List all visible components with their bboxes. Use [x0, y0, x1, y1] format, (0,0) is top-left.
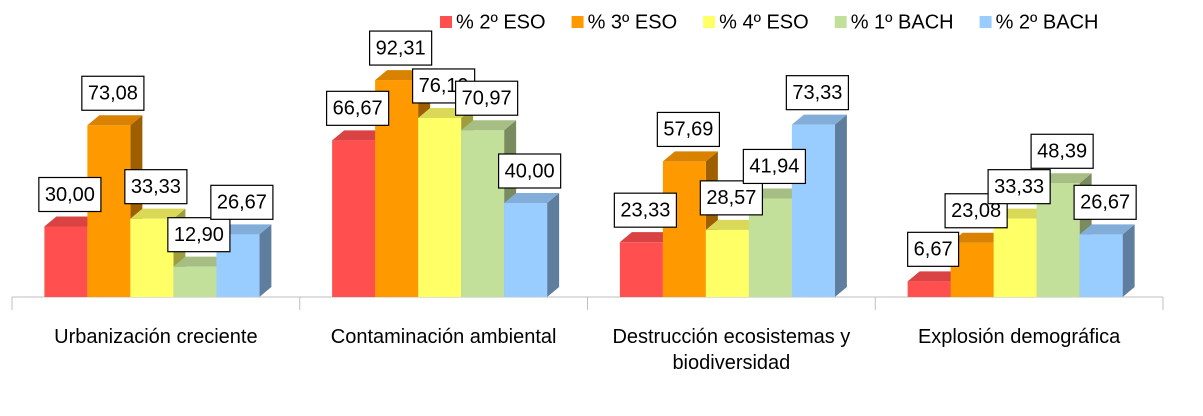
data-label: 33,33: [994, 176, 1044, 198]
data-label-box: [454, 80, 519, 116]
bar-side: [1122, 224, 1135, 297]
bar-side: [547, 193, 560, 297]
bar-side: [834, 114, 847, 297]
bar-top: [130, 208, 186, 219]
legend-swatch: [834, 16, 847, 28]
legend-label: % 2º ESO: [456, 11, 546, 33]
x-tick-label: Destrucción ecosistemas y biodiversidad: [612, 326, 851, 374]
legend-swatch: [979, 16, 992, 28]
bar-top: [950, 232, 1006, 243]
data-label: 48,39: [1037, 141, 1087, 163]
data-label-box: [81, 75, 145, 111]
data-label: 73,08: [88, 83, 138, 105]
bar-top: [504, 193, 560, 203]
bar: [619, 242, 663, 297]
bar-top: [705, 219, 761, 230]
data-label-box: [699, 180, 764, 216]
x-tick-label: Explosión demográfica: [917, 326, 1121, 348]
bar: [504, 203, 548, 297]
data-label: 57,69: [663, 119, 713, 141]
data-label-box: [785, 75, 850, 111]
bar: [332, 140, 376, 297]
data-label-box: [124, 169, 188, 205]
data-label: 40,00: [505, 160, 555, 182]
bar: [130, 218, 174, 297]
data-label: 30,00: [45, 184, 95, 206]
legend-label: % 1º BACH: [851, 11, 954, 33]
bar-top: [907, 271, 963, 282]
data-label-box: [1073, 184, 1137, 220]
data-label-box: [368, 30, 433, 66]
data-label: 23,33: [620, 199, 670, 221]
data-label-box: [907, 231, 960, 267]
bar: [907, 281, 951, 297]
data-label: 26,67: [1080, 192, 1130, 214]
bar: [705, 229, 749, 297]
legend-label: % 3º ESO: [588, 11, 678, 33]
x-tick-label: Contaminación ambiental: [330, 326, 557, 348]
bar-top: [619, 232, 675, 243]
bar: [662, 161, 706, 297]
bar: [461, 130, 505, 297]
data-label-box: [38, 176, 102, 213]
data-label-box: [210, 184, 274, 220]
data-label: 41,94: [749, 156, 799, 178]
bar: [993, 218, 1037, 297]
bar-side: [259, 224, 272, 297]
data-label-box: [656, 111, 721, 148]
bar-top: [332, 130, 388, 141]
data-label: 92,31: [376, 37, 426, 59]
data-label: 73,33: [792, 82, 842, 104]
data-label: 66,67: [333, 98, 383, 120]
data-label: 6,67: [914, 239, 953, 261]
data-label: 33,33: [131, 176, 181, 198]
legend-swatch: [703, 16, 716, 28]
data-label: 26,67: [217, 192, 267, 214]
data-label: 12,90: [174, 224, 224, 246]
bar-top: [87, 115, 143, 126]
bar-top: [44, 216, 100, 227]
data-label-box: [497, 153, 562, 189]
bar-top: [662, 151, 718, 162]
data-label-box: [1030, 133, 1094, 169]
bar: [44, 226, 88, 297]
data-label-box: [613, 192, 678, 228]
legend-swatch: [440, 16, 452, 28]
legend-label: % 4º ESO: [719, 11, 809, 33]
bar-top: [461, 120, 517, 131]
bar: [418, 117, 462, 298]
bar-top: [1079, 224, 1135, 235]
data-label-box: [325, 90, 390, 126]
legend-label: % 2º BACH: [996, 11, 1099, 33]
bar: [173, 266, 217, 297]
legend-swatch: [571, 16, 584, 28]
data-label: 28,57: [706, 187, 756, 209]
data-label-box: [167, 217, 231, 253]
bar-top: [791, 114, 847, 125]
data-label-box: [987, 169, 1051, 205]
bar: [1079, 234, 1123, 297]
x-tick-label: Urbanización creciente: [54, 326, 258, 348]
data-label: 23,08: [951, 200, 1001, 222]
data-label-box: [742, 148, 807, 185]
data-label: 70,97: [462, 88, 512, 110]
bar-top: [173, 256, 229, 267]
